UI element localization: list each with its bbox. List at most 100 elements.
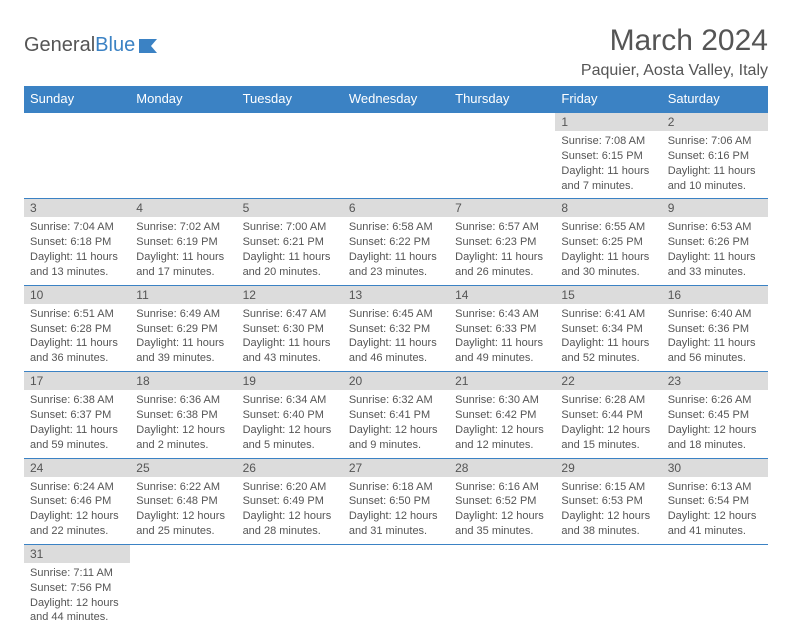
- day-details: Sunrise: 6:51 AMSunset: 6:28 PMDaylight:…: [24, 304, 130, 371]
- sunset-text: Sunset: 6:42 PM: [455, 408, 549, 423]
- calendar-cell: 2Sunrise: 7:06 AMSunset: 6:16 PMDaylight…: [662, 112, 768, 199]
- day-details: Sunrise: 6:53 AMSunset: 6:26 PMDaylight:…: [662, 217, 768, 284]
- logo-text-2: Blue: [95, 34, 135, 57]
- calendar-cell: [24, 112, 130, 199]
- calendar-week: 17Sunrise: 6:38 AMSunset: 6:37 PMDayligh…: [24, 372, 768, 458]
- daylight-text: Daylight: 11 hours and 43 minutes.: [243, 336, 337, 366]
- calendar-cell: 24Sunrise: 6:24 AMSunset: 6:46 PMDayligh…: [24, 458, 130, 544]
- day-details: Sunrise: 6:49 AMSunset: 6:29 PMDaylight:…: [130, 304, 236, 371]
- calendar-cell: 5Sunrise: 7:00 AMSunset: 6:21 PMDaylight…: [237, 199, 343, 285]
- daylight-text: Daylight: 11 hours and 26 minutes.: [455, 250, 549, 280]
- day-number: 10: [24, 286, 130, 304]
- sunrise-text: Sunrise: 6:13 AM: [668, 480, 762, 495]
- daylight-text: Daylight: 11 hours and 30 minutes.: [561, 250, 655, 280]
- calendar-cell: [237, 112, 343, 199]
- daylight-text: Daylight: 11 hours and 39 minutes.: [136, 336, 230, 366]
- calendar-cell: 21Sunrise: 6:30 AMSunset: 6:42 PMDayligh…: [449, 372, 555, 458]
- daylight-text: Daylight: 11 hours and 23 minutes.: [349, 250, 443, 280]
- daylight-text: Daylight: 11 hours and 7 minutes.: [561, 164, 655, 194]
- sunset-text: Sunset: 6:15 PM: [561, 149, 655, 164]
- sunset-text: Sunset: 6:33 PM: [455, 322, 549, 337]
- calendar-cell: [449, 112, 555, 199]
- day-details: Sunrise: 7:00 AMSunset: 6:21 PMDaylight:…: [237, 217, 343, 284]
- calendar-cell: 12Sunrise: 6:47 AMSunset: 6:30 PMDayligh…: [237, 285, 343, 371]
- sunrise-text: Sunrise: 6:24 AM: [30, 480, 124, 495]
- day-number: 18: [130, 372, 236, 390]
- sunset-text: Sunset: 6:21 PM: [243, 235, 337, 250]
- sunrise-text: Sunrise: 6:57 AM: [455, 220, 549, 235]
- day-details: Sunrise: 6:18 AMSunset: 6:50 PMDaylight:…: [343, 477, 449, 544]
- daylight-text: Daylight: 12 hours and 28 minutes.: [243, 509, 337, 539]
- calendar-cell: [130, 112, 236, 199]
- title-block: March 2024 Paquier, Aosta Valley, Italy: [581, 24, 768, 80]
- day-details: Sunrise: 6:47 AMSunset: 6:30 PMDaylight:…: [237, 304, 343, 371]
- daylight-text: Daylight: 12 hours and 5 minutes.: [243, 423, 337, 453]
- day-number: 6: [343, 199, 449, 217]
- daylight-text: Daylight: 12 hours and 12 minutes.: [455, 423, 549, 453]
- day-number: 24: [24, 459, 130, 477]
- calendar-cell: 13Sunrise: 6:45 AMSunset: 6:32 PMDayligh…: [343, 285, 449, 371]
- day-details: Sunrise: 7:08 AMSunset: 6:15 PMDaylight:…: [555, 131, 661, 198]
- sunrise-text: Sunrise: 6:20 AM: [243, 480, 337, 495]
- sunset-text: Sunset: 7:56 PM: [30, 581, 124, 596]
- calendar-body: 1Sunrise: 7:08 AMSunset: 6:15 PMDaylight…: [24, 112, 768, 630]
- day-details: Sunrise: 7:06 AMSunset: 6:16 PMDaylight:…: [662, 131, 768, 198]
- day-details: Sunrise: 6:30 AMSunset: 6:42 PMDaylight:…: [449, 390, 555, 457]
- sunset-text: Sunset: 6:54 PM: [668, 494, 762, 509]
- sunrise-text: Sunrise: 6:22 AM: [136, 480, 230, 495]
- day-details: Sunrise: 6:36 AMSunset: 6:38 PMDaylight:…: [130, 390, 236, 457]
- sunset-text: Sunset: 6:40 PM: [243, 408, 337, 423]
- weekday-header: Wednesday: [343, 86, 449, 112]
- calendar-cell: 19Sunrise: 6:34 AMSunset: 6:40 PMDayligh…: [237, 372, 343, 458]
- daylight-text: Daylight: 12 hours and 9 minutes.: [349, 423, 443, 453]
- day-details: Sunrise: 6:55 AMSunset: 6:25 PMDaylight:…: [555, 217, 661, 284]
- daylight-text: Daylight: 12 hours and 25 minutes.: [136, 509, 230, 539]
- calendar-cell: 3Sunrise: 7:04 AMSunset: 6:18 PMDaylight…: [24, 199, 130, 285]
- day-details: Sunrise: 7:04 AMSunset: 6:18 PMDaylight:…: [24, 217, 130, 284]
- day-details: Sunrise: 6:38 AMSunset: 6:37 PMDaylight:…: [24, 390, 130, 457]
- daylight-text: Daylight: 12 hours and 41 minutes.: [668, 509, 762, 539]
- day-number: 8: [555, 199, 661, 217]
- sunrise-text: Sunrise: 6:49 AM: [136, 307, 230, 322]
- sunset-text: Sunset: 6:37 PM: [30, 408, 124, 423]
- sunset-text: Sunset: 6:32 PM: [349, 322, 443, 337]
- day-number: 23: [662, 372, 768, 390]
- day-details: Sunrise: 6:22 AMSunset: 6:48 PMDaylight:…: [130, 477, 236, 544]
- day-details: Sunrise: 6:15 AMSunset: 6:53 PMDaylight:…: [555, 477, 661, 544]
- logo-text-1: General: [24, 34, 95, 57]
- calendar-cell: [555, 544, 661, 630]
- location: Paquier, Aosta Valley, Italy: [581, 62, 768, 80]
- calendar-page: GeneralBlue March 2024 Paquier, Aosta Va…: [0, 0, 792, 630]
- sunset-text: Sunset: 6:38 PM: [136, 408, 230, 423]
- day-number: 2: [662, 113, 768, 131]
- day-number: 25: [130, 459, 236, 477]
- calendar-cell: [343, 112, 449, 199]
- sunrise-text: Sunrise: 6:16 AM: [455, 480, 549, 495]
- daylight-text: Daylight: 12 hours and 15 minutes.: [561, 423, 655, 453]
- sunset-text: Sunset: 6:28 PM: [30, 322, 124, 337]
- day-number: 5: [237, 199, 343, 217]
- sunrise-text: Sunrise: 6:53 AM: [668, 220, 762, 235]
- day-number: 1: [555, 113, 661, 131]
- daylight-text: Daylight: 11 hours and 36 minutes.: [30, 336, 124, 366]
- calendar-cell: 26Sunrise: 6:20 AMSunset: 6:49 PMDayligh…: [237, 458, 343, 544]
- day-details: Sunrise: 6:57 AMSunset: 6:23 PMDaylight:…: [449, 217, 555, 284]
- day-number: 29: [555, 459, 661, 477]
- daylight-text: Daylight: 11 hours and 59 minutes.: [30, 423, 124, 453]
- sunset-text: Sunset: 6:48 PM: [136, 494, 230, 509]
- calendar-table: SundayMondayTuesdayWednesdayThursdayFrid…: [24, 86, 768, 630]
- day-number: 15: [555, 286, 661, 304]
- weekday-header: Friday: [555, 86, 661, 112]
- sunset-text: Sunset: 6:52 PM: [455, 494, 549, 509]
- sunset-text: Sunset: 6:18 PM: [30, 235, 124, 250]
- calendar-cell: 25Sunrise: 6:22 AMSunset: 6:48 PMDayligh…: [130, 458, 236, 544]
- daylight-text: Daylight: 12 hours and 38 minutes.: [561, 509, 655, 539]
- daylight-text: Daylight: 11 hours and 10 minutes.: [668, 164, 762, 194]
- calendar-cell: [343, 544, 449, 630]
- calendar-week: 1Sunrise: 7:08 AMSunset: 6:15 PMDaylight…: [24, 112, 768, 199]
- calendar-cell: 31Sunrise: 7:11 AMSunset: 7:56 PMDayligh…: [24, 544, 130, 630]
- day-number: 9: [662, 199, 768, 217]
- calendar-week: 24Sunrise: 6:24 AMSunset: 6:46 PMDayligh…: [24, 458, 768, 544]
- calendar-cell: 8Sunrise: 6:55 AMSunset: 6:25 PMDaylight…: [555, 199, 661, 285]
- calendar-cell: 1Sunrise: 7:08 AMSunset: 6:15 PMDaylight…: [555, 112, 661, 199]
